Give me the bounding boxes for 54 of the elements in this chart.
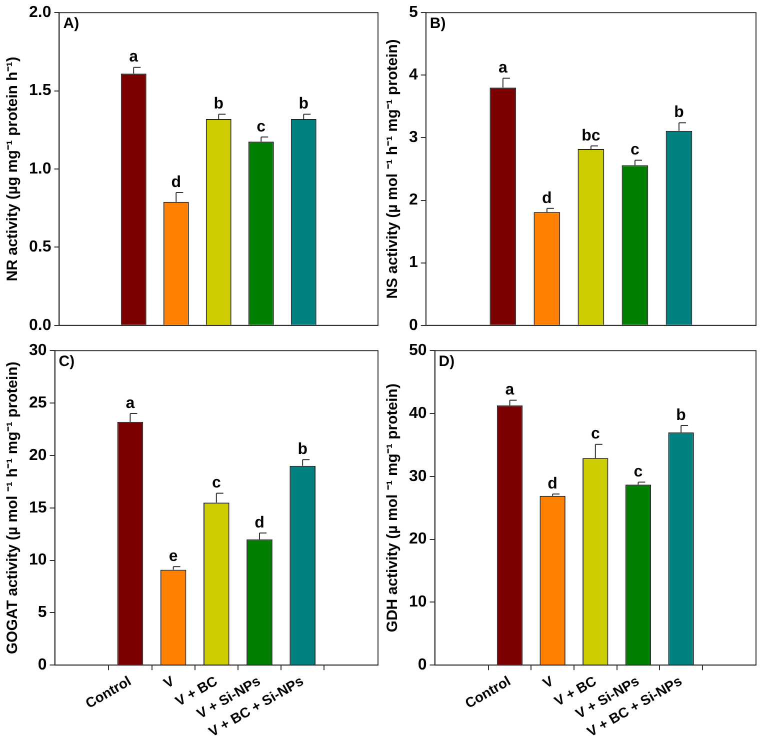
y-tick-label: 50 [409,342,427,360]
chart-title: A) [63,15,80,32]
annotation: b [214,96,224,113]
y-tick-label: 10 [29,552,47,569]
y-axis-title: NR activity (µg mg⁻¹ protein h⁻¹) [4,56,22,282]
annotation: b [676,406,686,424]
y-tick-label: 25 [29,394,47,412]
y-tick-label: 5 [38,604,47,622]
y-tick-label: 0 [408,316,418,334]
annotation: c [256,118,266,136]
y-tick-label: 20 [29,446,47,464]
y-tick-label: 30 [409,468,427,485]
y-tick-label: 2.0 [28,4,52,22]
annotation: b [674,104,684,122]
y-tick-label: 0 [418,656,427,674]
y-tick-label: 2 [408,192,418,209]
chart-title: B) [430,15,446,32]
y-tick-label: 3 [408,129,418,146]
y-tick-label: 30 [29,342,47,360]
annotation: a [126,394,135,412]
y-tick-label: 0.5 [28,238,52,256]
annotation: e [168,548,178,565]
y-tick-label: 1.0 [28,160,52,178]
annotation: c [590,426,600,443]
y-tick-label: 0 [38,656,47,674]
annotation: a [505,382,514,399]
annotation: d [548,475,558,492]
x-tick-label: V [540,672,557,692]
y-axis-title: GDH activity (µ mol ⁻¹ mg⁻¹ protein) [384,384,402,632]
chart-title: D) [438,353,455,370]
x-tick-label: V [160,672,178,692]
y-tick-label: 0.0 [28,316,52,334]
annotation: d [171,174,182,191]
annotation: b [298,96,309,113]
chart-title: C) [58,353,75,370]
y-tick-label: 4 [408,66,418,84]
annotation: c [634,463,643,480]
annotation: c [630,142,640,159]
annotation: bc [582,127,600,144]
annotation: c [212,474,221,492]
y-tick-label: 20 [409,530,427,548]
y-tick-label: 40 [409,404,427,422]
annotation: a [129,48,138,66]
y-tick-label: 1.5 [28,82,52,100]
y-tick-label: 15 [29,499,47,516]
y-tick-label: 10 [409,594,427,611]
y-axis-title: GOGAT activity (µ mol ⁻¹ h⁻¹ mg⁻¹ protein) [4,362,22,654]
annotation: a [498,60,508,77]
annotation: d [254,514,264,532]
y-tick-label: 5 [408,4,418,22]
annotation: b [298,441,308,458]
y-axis-title: NS activity (µ mol ⁻¹ h⁻¹ mg⁻¹ protein) [384,39,402,299]
annotation: d [542,190,552,207]
y-tick-label: 1 [408,254,418,272]
